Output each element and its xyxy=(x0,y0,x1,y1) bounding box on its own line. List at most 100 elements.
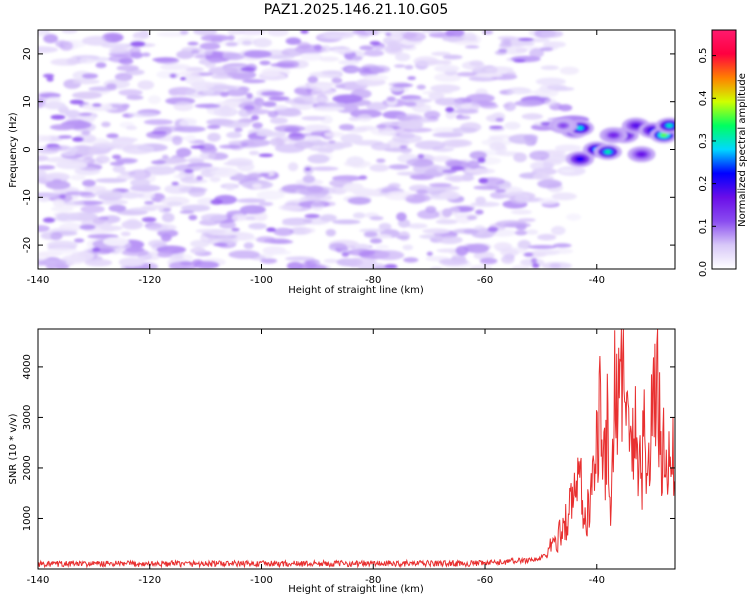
heatmap-cell xyxy=(363,74,389,81)
heatmap-cell xyxy=(469,264,492,269)
heatmap-cell xyxy=(498,48,508,53)
heatmap-cell xyxy=(184,169,194,174)
spectrogram-ytick-label: -10 xyxy=(22,189,33,205)
snr-xtick-label: -140 xyxy=(27,575,50,586)
heatmap-cell xyxy=(179,119,197,128)
heatmap-cell xyxy=(457,115,471,120)
heatmap-cell xyxy=(309,146,333,152)
heatmap-cell xyxy=(514,100,543,107)
heatmap-cell xyxy=(252,122,263,129)
heatmap-cell xyxy=(248,150,260,156)
heatmap-cell xyxy=(495,189,507,193)
heatmap-cell xyxy=(394,64,406,68)
heatmap-cell xyxy=(421,30,442,34)
heatmap-cell xyxy=(501,255,515,264)
spectrogram-xtick-label: -80 xyxy=(365,275,381,286)
colorbar-tick-label: 0.5 xyxy=(698,48,709,64)
heatmap-cell xyxy=(92,247,101,253)
heatmap-cell xyxy=(239,205,266,215)
signal-blob xyxy=(665,123,673,128)
heatmap-cell xyxy=(141,52,151,57)
heatmap-cell xyxy=(188,187,206,197)
heatmap-cell xyxy=(466,215,477,221)
heatmap-cell xyxy=(157,251,173,258)
heatmap-cell xyxy=(246,109,271,115)
heatmap-cell xyxy=(204,50,213,56)
heatmap-cell xyxy=(189,165,220,172)
heatmap-cell xyxy=(480,103,499,109)
heatmap-cell xyxy=(268,54,295,60)
heatmap-cell xyxy=(185,76,205,85)
heatmap-cell xyxy=(428,183,452,188)
heatmap-cell xyxy=(179,210,195,214)
heatmap-cell xyxy=(180,204,211,212)
heatmap-cell xyxy=(324,131,344,138)
heatmap-cell xyxy=(152,57,178,63)
spectrogram-ytick-label: 0 xyxy=(22,146,33,152)
heatmap-cell xyxy=(219,144,241,149)
heatmap-cell xyxy=(256,190,285,200)
heatmap-cell xyxy=(234,127,243,132)
heatmap-cell xyxy=(504,121,521,130)
heatmap-cell xyxy=(40,258,67,265)
heatmap-cell xyxy=(357,114,373,122)
heatmap-cell xyxy=(84,259,113,267)
heatmap-cell xyxy=(514,230,528,236)
heatmap-cell xyxy=(190,247,206,254)
heatmap-cell xyxy=(252,38,272,48)
heatmap-cell xyxy=(160,63,191,71)
heatmap-cell xyxy=(499,186,524,196)
heatmap-cell xyxy=(243,104,255,111)
heatmap-cell xyxy=(178,70,200,77)
heatmap-cell xyxy=(302,124,332,133)
heatmap-cell xyxy=(310,166,339,171)
heatmap-cell xyxy=(342,182,364,192)
heatmap-cell xyxy=(108,54,133,63)
heatmap-cell xyxy=(187,158,205,164)
heatmap-cell xyxy=(108,47,129,54)
heatmap-cell xyxy=(406,158,434,168)
heatmap-cell xyxy=(193,30,218,36)
heatmap-cell xyxy=(122,144,155,155)
heatmap-cell xyxy=(392,133,423,144)
colorbar-tick-label: 0.1 xyxy=(698,218,709,234)
heatmap-cell xyxy=(505,71,517,77)
heatmap-cell xyxy=(219,221,237,229)
heatmap-cell xyxy=(59,41,73,51)
heatmap-cell xyxy=(489,125,503,129)
heatmap-cell xyxy=(455,213,472,224)
heatmap-cell xyxy=(403,31,427,42)
colorbar-label: Normalized spectral amplitude xyxy=(737,73,748,227)
heatmap-cell xyxy=(120,231,131,237)
spectrogram-xtick-label: -60 xyxy=(477,275,493,286)
heatmap-cell xyxy=(285,37,302,45)
heatmap-cell xyxy=(38,225,50,233)
heatmap-cell xyxy=(414,140,446,150)
heatmap-cell xyxy=(137,80,155,90)
heatmap-cell xyxy=(430,266,443,269)
heatmap-cell xyxy=(221,120,251,128)
heatmap-cell xyxy=(445,30,465,38)
heatmap-cell xyxy=(143,165,176,176)
heatmap-cell xyxy=(341,251,350,257)
heatmap-cell xyxy=(375,30,407,34)
heatmap-cell xyxy=(298,264,327,269)
heatmap-cell xyxy=(307,76,319,84)
heatmap-cell xyxy=(53,199,65,208)
heatmap-cell xyxy=(489,141,506,151)
heatmap-cell xyxy=(47,146,62,150)
heatmap-cell xyxy=(106,133,119,139)
heatmap-cell xyxy=(530,257,538,264)
heatmap-cell xyxy=(43,101,66,110)
heatmap-cell xyxy=(82,157,96,165)
heatmap-cell xyxy=(450,166,465,171)
heatmap-cell xyxy=(366,102,389,111)
heatmap-cell xyxy=(183,178,208,184)
heatmap-cell xyxy=(376,124,387,129)
heatmap-cell xyxy=(402,244,414,251)
heatmap-cell xyxy=(340,133,363,144)
heatmap-cell xyxy=(540,121,552,126)
heatmap-cell xyxy=(200,232,215,243)
heatmap-cell xyxy=(83,185,107,192)
heatmap-cell xyxy=(267,110,279,118)
